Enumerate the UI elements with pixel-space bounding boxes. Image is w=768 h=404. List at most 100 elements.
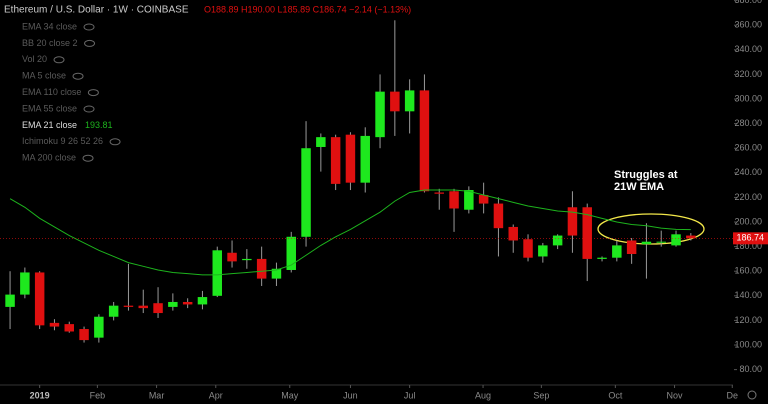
candle-body [79, 329, 89, 341]
indicator-label: EMA 34 close [22, 21, 77, 31]
y-tick-label: 340.00 [734, 44, 762, 54]
candle-body [449, 191, 459, 209]
candle-body [656, 241, 666, 243]
last-price-box [733, 232, 768, 245]
x-tick-label: Jul [404, 390, 416, 400]
candle-body [197, 297, 208, 305]
x-tick-label: Apr [209, 390, 223, 400]
indicator-label: Vol 20 [22, 54, 47, 64]
candle-body [108, 305, 119, 317]
candle-body [182, 301, 193, 305]
candle-body [138, 305, 148, 309]
candle-body [20, 272, 30, 295]
x-tick-label: 2019 [30, 390, 50, 400]
candle-body [34, 272, 45, 326]
indicator-label: EMA 110 close [22, 87, 81, 97]
visibility-toggle[interactable] [84, 39, 96, 47]
settings-icon[interactable] [747, 390, 757, 400]
candle-body [612, 245, 622, 258]
y-tick-label: 360.00 [734, 20, 762, 30]
candle-body [168, 301, 178, 307]
visibility-toggle[interactable] [53, 56, 65, 64]
candle-body [49, 322, 60, 327]
y-tick-label: 140.00 [734, 290, 762, 300]
candle-body [390, 91, 400, 112]
indicator-label: MA 200 close [22, 153, 76, 163]
candle-body [271, 268, 282, 279]
y-tick-label: 260.00 [734, 143, 762, 153]
candle-body [212, 250, 222, 296]
candle-body [597, 257, 607, 259]
eye-icon [87, 89, 99, 97]
visibility-toggle[interactable] [83, 23, 95, 31]
y-tick-label: 240.00 [734, 167, 762, 177]
candle-body [582, 207, 592, 259]
x-tick-label: Feb [90, 390, 106, 400]
y-tick-label: 300.00 [734, 93, 762, 103]
ema-line [9, 189, 691, 276]
eye-icon [82, 154, 94, 162]
indicator-label: MA 5 close [22, 71, 66, 81]
x-tick-label: Sep [533, 390, 549, 400]
x-tick-label: May [281, 390, 299, 400]
ohlc-legend: O188.89 H190.00 L185.89 C186.74 −2.14 (−… [204, 4, 411, 14]
eye-icon [109, 138, 121, 146]
candle-body [123, 305, 134, 307]
x-tick-label: De [727, 390, 739, 400]
annotation: 21W EMA [614, 181, 664, 193]
ema-value-label: 193.81 [85, 120, 113, 130]
chart-title: Ethereum / U.S. Dollar · 1W · COINBASE [4, 5, 189, 16]
candle-body [375, 91, 385, 138]
candle-body [64, 324, 74, 332]
candle-body [286, 236, 296, 270]
candle-body [256, 258, 267, 279]
y-tick-label: 320.00 [734, 69, 762, 79]
candle-body [641, 241, 652, 245]
x-tick-label: Oct [608, 390, 623, 400]
visibility-toggle[interactable] [87, 89, 99, 97]
visibility-toggle[interactable] [72, 72, 84, 80]
candle-body [419, 90, 430, 192]
candle-body [360, 135, 370, 183]
candle-body [345, 134, 356, 183]
visibility-toggle[interactable] [83, 105, 95, 113]
indicator-label: BB 20 close 2 [22, 38, 78, 48]
eye-icon [83, 105, 95, 113]
candle-body [552, 235, 563, 246]
y-tick-label: 120.00 [734, 315, 762, 325]
y-tick-label: 280.00 [734, 118, 762, 128]
eye-icon [72, 72, 84, 80]
candle-body [330, 137, 341, 184]
candle-body [671, 234, 681, 246]
indicator-label: EMA 21 close [22, 120, 77, 130]
indicator-label: EMA 55 close [22, 103, 77, 113]
candle-body [404, 90, 415, 112]
y-tick-label: 220.00 [734, 192, 762, 202]
candle-body [567, 207, 578, 236]
visibility-toggle[interactable] [82, 154, 94, 162]
y-tick-label: 180.00 [734, 241, 762, 251]
candle-body [153, 303, 163, 314]
annotation: Struggles at [614, 169, 678, 181]
y-tick-label: 380.00 [734, 0, 762, 5]
x-tick-label: Mar [149, 390, 165, 400]
candle-body [242, 258, 252, 261]
x-tick-label: Jun [343, 390, 358, 400]
candle-body [316, 137, 326, 147]
candle-body [686, 235, 696, 239]
candle-body [5, 294, 15, 307]
last-price-label: 186.74 [736, 233, 764, 243]
candle-body [227, 252, 237, 262]
candle-body [478, 194, 489, 204]
eye-icon [83, 23, 95, 31]
y-tick-label: 200.00 [734, 216, 762, 226]
visibility-toggle[interactable] [109, 138, 121, 146]
candle-body [626, 240, 637, 255]
candle-body [434, 192, 444, 194]
indicator-label: Ichimoku 9 26 52 26 [22, 136, 103, 146]
x-tick-label: Nov [667, 390, 684, 400]
y-tick-label: 80.00 [739, 364, 762, 374]
